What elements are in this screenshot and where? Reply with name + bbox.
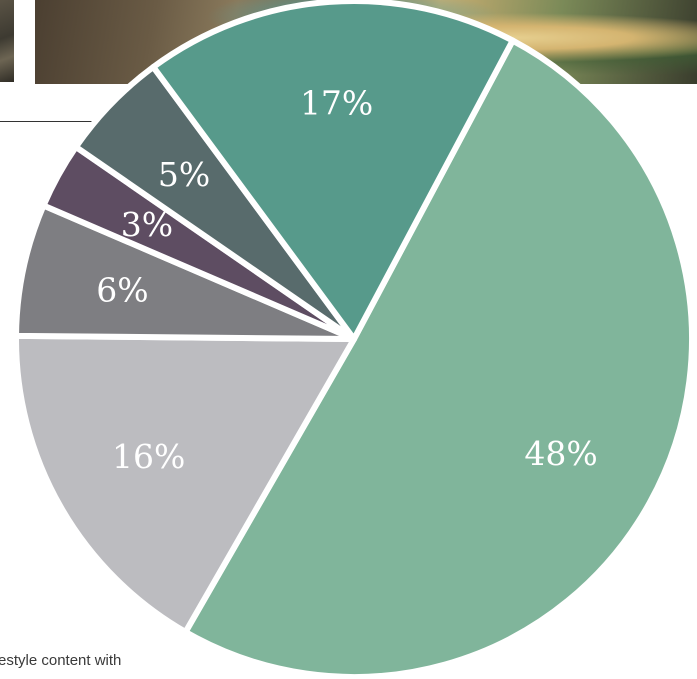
pie-slice-label-4: 5% xyxy=(158,155,210,194)
pie-slice-label-3: 3% xyxy=(121,205,173,244)
pie-slice-label-5: 17% xyxy=(300,84,373,123)
pie-slice-label-0: 48% xyxy=(524,434,597,473)
pie-slice-label-2: 6% xyxy=(96,271,148,310)
pie-slice-label-1: 16% xyxy=(112,437,185,476)
caption-text: estyle content with xyxy=(0,652,122,669)
pie-slice-1 xyxy=(13,332,357,636)
landscape-photo-left xyxy=(0,0,14,82)
divider-rule xyxy=(0,121,98,122)
pie-slice-0 xyxy=(182,37,695,679)
pie-slice-5 xyxy=(150,0,516,342)
